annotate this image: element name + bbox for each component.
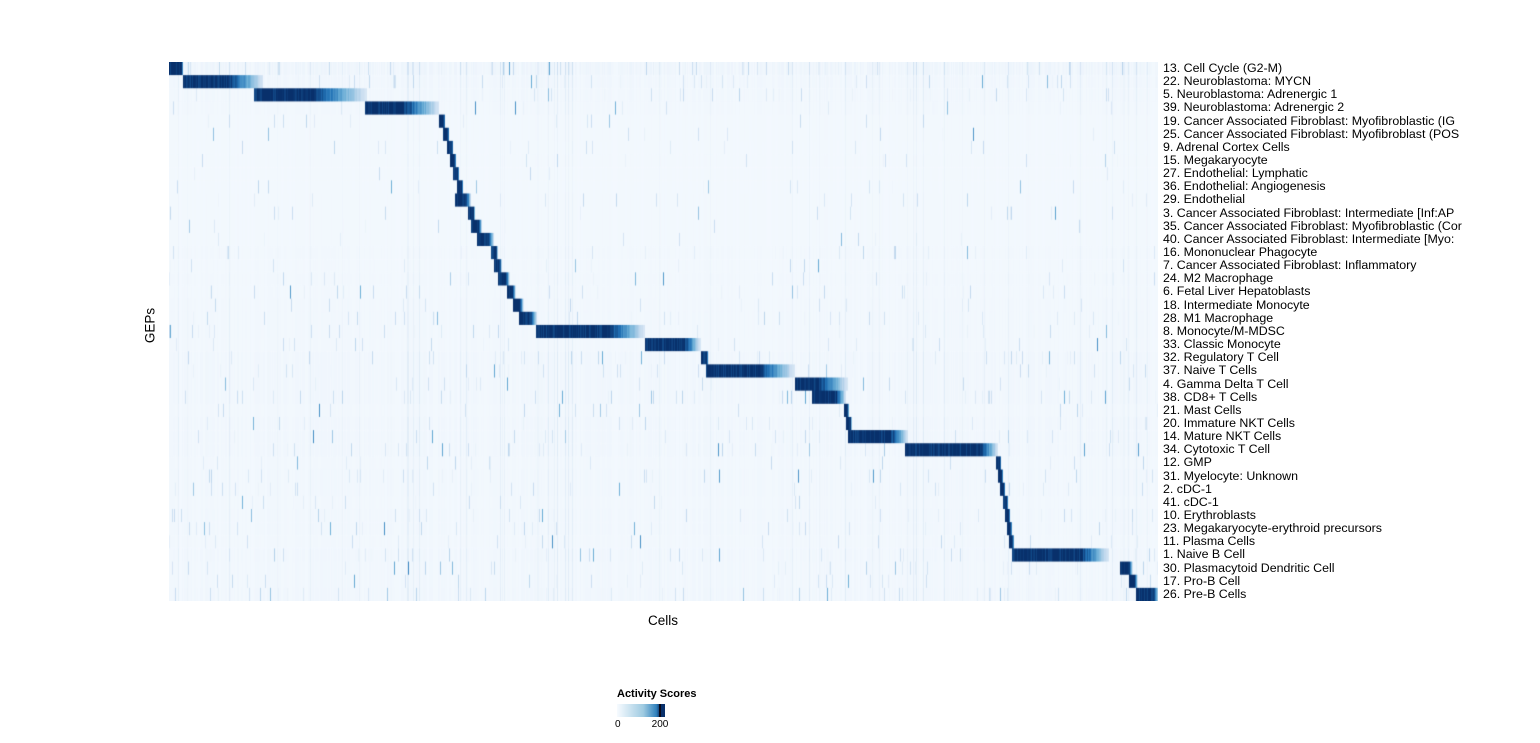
legend-scale: 0 200 [615,719,697,731]
row-label: 17. Pro-B Cell [1163,573,1241,588]
row-label: 40. Cancer Associated Fibroblast: Interm… [1163,231,1455,246]
row-label: 5. Neuroblastoma: Adrenergic 1 [1163,87,1338,102]
row-label: 19. Cancer Associated Fibroblast: Myofib… [1163,113,1455,128]
row-labels: 13. Cell Cycle (G2-M) 22. Neuroblastoma: … [1163,61,1540,601]
row-label: 4. Gamma Delta T Cell [1163,376,1289,391]
legend: Activity Scores 0 200 [615,688,737,731]
row-label: 25. Cancer Associated Fibroblast: Myofib… [1163,126,1460,141]
row-label: 39. Neuroblastoma: Adrenergic 2 [1163,100,1345,115]
row-label: 7. Cancer Associated Fibroblast: Inflamm… [1163,258,1417,273]
row-label: 22. Neuroblastoma: MYCN [1163,74,1312,89]
row-label: 15. Megakaryocyte [1163,153,1268,168]
legend-title: Activity Scores [617,688,697,700]
row-label: 28. M1 Macrophage [1163,310,1274,325]
row-label: 3. Cancer Associated Fibroblast: Interme… [1163,205,1455,220]
row-label: 9. Adrenal Cortex Cells [1163,139,1290,154]
row-label: 38. CD8+ T Cells [1163,389,1258,404]
row-label: 21. Mast Cells [1163,402,1242,417]
row-label: 33. Classic Monocyte [1163,337,1281,352]
row-label: 16. Mononuclear Phagocyte [1163,245,1318,260]
row-label: 6. Fetal Liver Hepatoblasts [1163,284,1311,299]
row-label: 32. Regulatory T Cell [1163,350,1279,365]
legend-min-label: 0 [615,719,621,730]
row-label: 34. Cytotoxic T Cell [1163,442,1270,457]
row-label: 30. Plasmacytoid Dendritic Cell [1163,560,1335,575]
row-label: 26. Pre-B Cells [1163,586,1247,601]
row-label: 24. M2 Macrophage [1163,271,1274,286]
row-label: 14. Mature NKT Cells [1163,429,1282,444]
legend-gradient-bar [617,704,665,717]
row-label: 29. Endothelial [1163,192,1245,207]
row-label: 27. Endothelial: Lymphatic [1163,166,1308,181]
legend-tick-200 [659,704,661,717]
row-label: 11. Plasma Cells [1163,534,1256,549]
y-axis-label: GEPs [142,307,158,344]
row-label: 2. cDC-1 [1163,481,1212,496]
row-label: 20. Immature NKT Cells [1163,415,1295,430]
row-label: 10. Erythroblasts [1163,507,1256,522]
x-axis-label: Cells [647,613,678,628]
heatmap-canvas [169,62,1158,601]
row-label: 18. Intermediate Monocyte [1163,297,1310,312]
row-label: 35. Cancer Associated Fibroblast: Myofib… [1163,218,1462,233]
row-label: 13. Cell Cycle (G2-M) [1163,61,1283,75]
row-label: 23. Megakaryocyte-erythroid precursors [1163,521,1382,536]
row-label: 1. Naive B Cell [1163,547,1245,562]
legend-max-label: 200 [651,719,669,730]
row-label: 41. cDC-1 [1163,494,1219,509]
row-label: 12. GMP [1163,455,1212,470]
row-label: 31. Myelocyte: Unknown [1163,468,1298,483]
row-label: 8. Monocyte/M-MDSC [1163,323,1285,338]
row-label: 37. Naive T Cells [1163,363,1257,378]
row-label: 36. Endothelial: Angiogenesis [1163,179,1326,194]
